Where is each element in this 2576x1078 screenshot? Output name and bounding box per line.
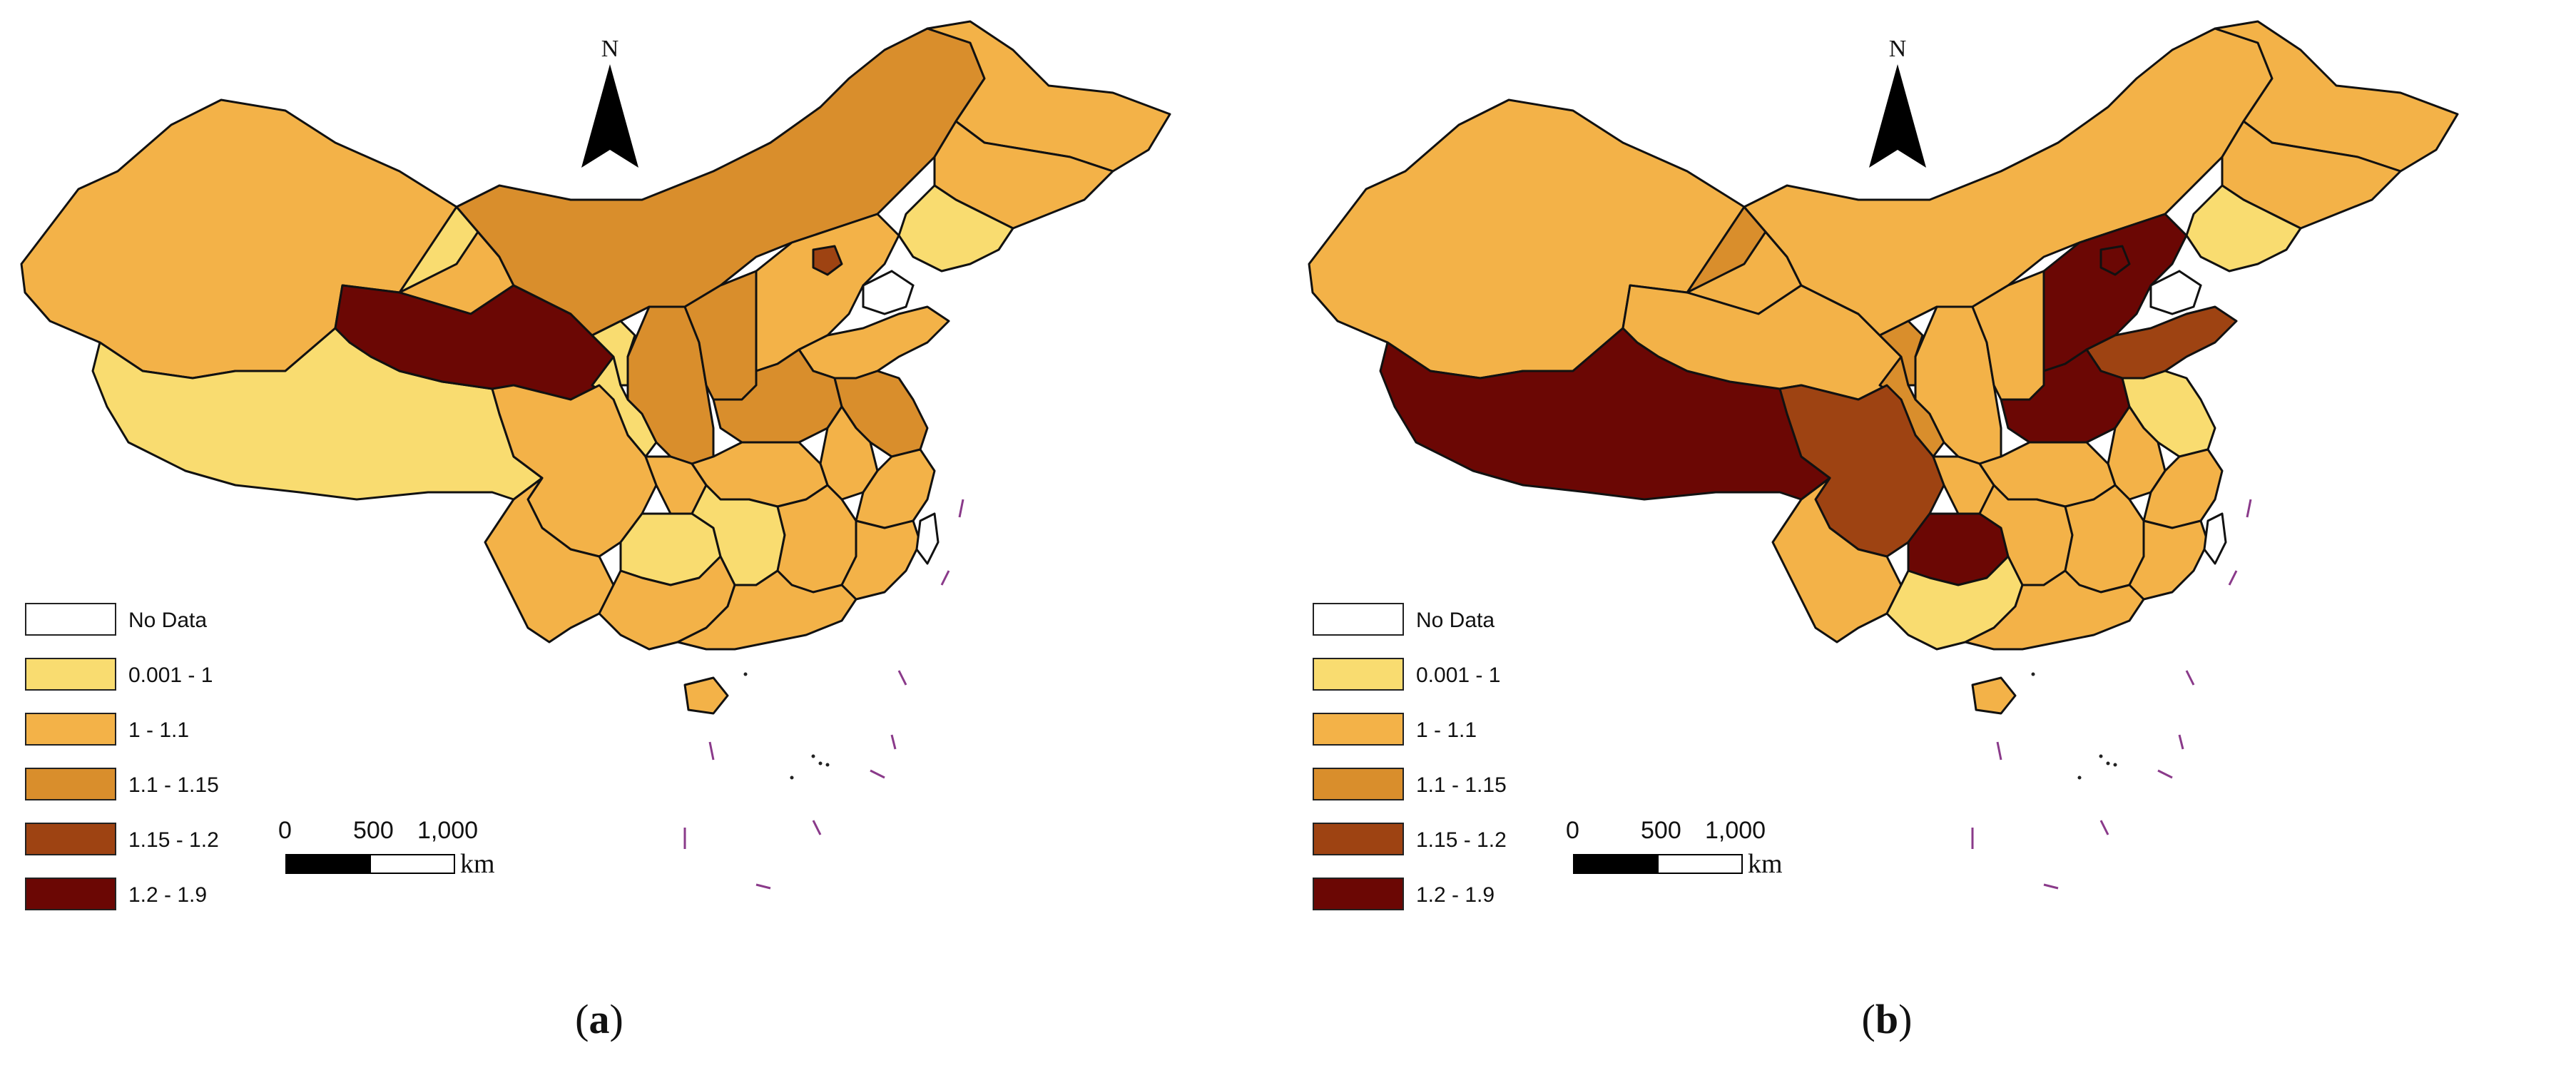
north-label: N bbox=[601, 36, 619, 62]
choropleth-map-b bbox=[1308, 20, 2459, 890]
choropleth-map-a bbox=[20, 20, 1171, 890]
region-taiwan bbox=[915, 512, 940, 565]
legend-label: 1 - 1.1 bbox=[128, 718, 190, 742]
scale-segment-black bbox=[1573, 854, 1659, 874]
north-arrow: N bbox=[578, 36, 642, 168]
legend-swatch bbox=[1313, 823, 1404, 855]
region-inner-mongolia bbox=[455, 27, 986, 337]
legend-label: 1.1 - 1.15 bbox=[1416, 773, 1507, 797]
legend-swatch bbox=[25, 878, 116, 910]
caption-open: ( bbox=[575, 996, 589, 1042]
region-taiwan bbox=[2203, 512, 2227, 565]
north-arrow-icon bbox=[581, 64, 638, 168]
legend-label: No Data bbox=[1416, 609, 1495, 632]
legend-swatch bbox=[1313, 603, 1404, 636]
legend-swatch bbox=[1313, 658, 1404, 691]
scale-bar: 0 500 1,000 km bbox=[1559, 817, 1816, 879]
region-liaoning bbox=[897, 184, 1014, 273]
legend-swatch bbox=[1313, 713, 1404, 746]
region-liaoning bbox=[2185, 184, 2302, 273]
scale-bar: 0 500 1,000 km bbox=[271, 817, 528, 879]
scale-tick: 1,000 bbox=[417, 817, 479, 844]
region-guangdong bbox=[676, 569, 857, 651]
scale-unit: km bbox=[1748, 849, 1783, 879]
legend-swatch bbox=[25, 603, 116, 636]
caption-b: (b) bbox=[1816, 995, 1958, 1043]
legend-swatch bbox=[25, 658, 116, 691]
caption-close: ) bbox=[609, 996, 623, 1042]
north-label: N bbox=[1888, 36, 1907, 62]
caption-letter: b bbox=[1875, 996, 1899, 1042]
scale-tick: 500 bbox=[1641, 817, 1681, 844]
map-panel-b: N No Data 0.001 - 1 1 - 1.1 1.1 - 1.15 1… bbox=[1288, 0, 2575, 1078]
region-hebei bbox=[755, 213, 900, 372]
scale-tick: 0 bbox=[1566, 817, 1579, 844]
north-arrow-icon bbox=[1869, 64, 1926, 168]
legend-label: No Data bbox=[128, 609, 208, 632]
map-panel-a: N No Data 0.001 - 1 1 - 1.1 1.1 - 1.15 1… bbox=[20, 20, 1171, 1043]
scale-segment-white bbox=[1657, 854, 1743, 874]
region-guangdong bbox=[1964, 569, 2145, 651]
legend-swatch bbox=[25, 768, 116, 800]
legend-label: 1.1 - 1.15 bbox=[128, 773, 219, 797]
scale-unit: km bbox=[460, 849, 495, 879]
region-hainan bbox=[1971, 676, 2017, 715]
legend-swatch bbox=[25, 823, 116, 855]
caption-a: (a) bbox=[528, 995, 671, 1043]
legend-label: 1.2 - 1.9 bbox=[128, 883, 208, 907]
legend-label: 1.15 - 1.2 bbox=[1416, 828, 1507, 852]
scale-tick: 1,000 bbox=[1705, 817, 1766, 844]
north-arrow: N bbox=[1865, 36, 1930, 168]
legend-swatch bbox=[1313, 878, 1404, 910]
legend-label: 0.001 - 1 bbox=[1416, 663, 1501, 687]
caption-letter: a bbox=[589, 996, 610, 1042]
region-fujian bbox=[2128, 519, 2209, 601]
region-hainan bbox=[683, 676, 729, 715]
legend-label: 0.001 - 1 bbox=[128, 663, 213, 687]
region-beijing bbox=[812, 245, 843, 276]
scale-tick: 0 bbox=[278, 817, 292, 844]
region-hebei bbox=[2042, 213, 2188, 372]
caption-open: ( bbox=[1861, 996, 1875, 1042]
caption-close: ) bbox=[1898, 996, 1913, 1042]
region-beijing bbox=[2099, 245, 2131, 276]
scale-segment-white bbox=[370, 854, 455, 874]
scale-tick: 500 bbox=[353, 817, 394, 844]
legend-label: 1.2 - 1.9 bbox=[1416, 883, 1495, 907]
scale-segment-black bbox=[285, 854, 371, 874]
legend-swatch bbox=[25, 713, 116, 746]
region-inner-mongolia bbox=[1743, 27, 2274, 337]
legend-label: 1.15 - 1.2 bbox=[128, 828, 219, 852]
region-fujian bbox=[840, 519, 922, 601]
legend-label: 1 - 1.1 bbox=[1416, 718, 1477, 742]
legend-swatch bbox=[1313, 768, 1404, 800]
